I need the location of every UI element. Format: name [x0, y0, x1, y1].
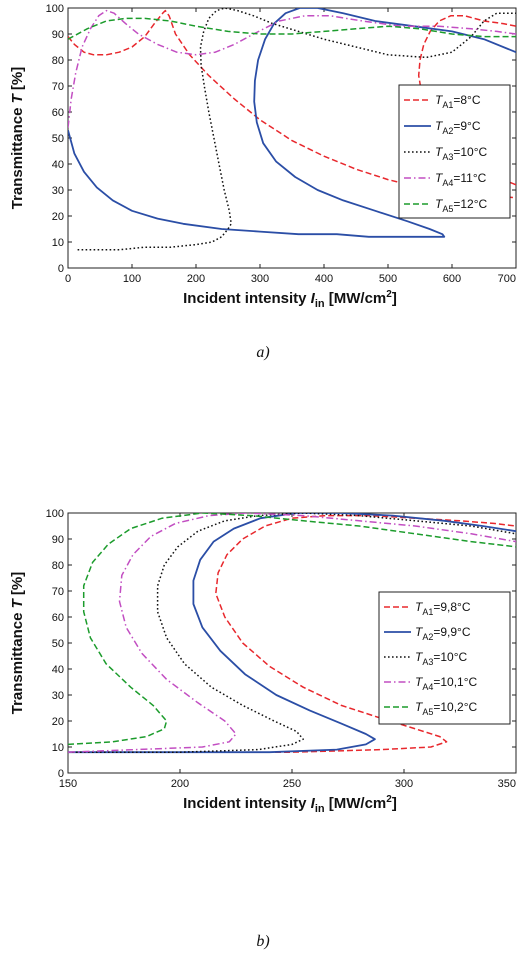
y-tick-label: 90 — [52, 534, 64, 546]
x-tick-label: 250 — [283, 778, 301, 790]
series-group-b — [68, 513, 516, 754]
legend-b: TA1=9,8°C TA2=9,9°C TA3=10°C TA4=10,1°C TA5=… — [378, 591, 511, 725]
legend-label: TA1=9,8°C — [415, 600, 471, 617]
legend-label: TA2=9°C — [435, 119, 481, 136]
legend-label: TA3=10°C — [415, 650, 468, 667]
y-tick-label: 70 — [52, 81, 64, 93]
y-axis-label-b: Transmittance T [%] — [9, 572, 26, 715]
x-tick-label: 200 — [187, 273, 205, 285]
y-tick-label: 0 — [58, 768, 64, 780]
x-ticks-b: 150 200 250 300 350 — [59, 513, 517, 790]
x-tick-label: 100 — [123, 273, 141, 285]
y-tick-label: 0 — [58, 263, 64, 275]
y-tick-label: 20 — [52, 211, 64, 223]
x-tick-label: 300 — [251, 273, 269, 285]
series-line-a3 — [68, 513, 516, 753]
series-line-a5 — [68, 17, 516, 40]
chart-a: 0 10 20 30 40 50 60 70 80 90 100 0 100 200 300 400 500 6… — [9, 3, 517, 361]
y-tick-label: 60 — [52, 612, 64, 624]
series-line-a1 — [68, 514, 516, 753]
y-tick-label: 90 — [52, 29, 64, 41]
y-axis-label-a: Transmittance T [%] — [9, 67, 26, 210]
y-tick-label: 100 — [46, 508, 64, 520]
legend-label: TA4=10,1°C — [415, 675, 478, 692]
y-tick-label: 80 — [52, 560, 64, 572]
series-line-a3 — [77, 8, 516, 251]
y-ticks-a: 0 10 20 30 40 50 60 70 80 90 100 — [46, 3, 516, 275]
series-line-a2 — [68, 8, 516, 238]
caption-a: a) — [256, 344, 269, 361]
y-tick-label: 10 — [52, 237, 64, 249]
legend-box — [378, 591, 511, 725]
legend-label: TA5=12°C — [435, 197, 488, 214]
x-tick-label: 400 — [315, 273, 333, 285]
x-tick-label: 350 — [498, 778, 516, 790]
legend-label: TA4=11°C — [435, 171, 487, 188]
x-axis-label-a: Incident intensity Iin [MW/cm2] — [183, 289, 397, 310]
x-tick-label: 300 — [395, 778, 413, 790]
x-tick-label: 600 — [443, 273, 461, 285]
y-tick-label: 50 — [52, 133, 64, 145]
y-tick-label: 60 — [52, 107, 64, 119]
x-tick-label: 700 — [498, 273, 516, 285]
y-tick-label: 70 — [52, 586, 64, 598]
x-tick-label: 200 — [171, 778, 189, 790]
chart-b: 0 10 20 30 40 50 60 70 80 90 100 150 200 250 300 350 T… — [9, 508, 517, 950]
x-axis-label-b: Incident intensity Iin [MW/cm2] — [183, 794, 397, 815]
y-tick-label: 20 — [52, 716, 64, 728]
x-ticks-a: 0 100 200 300 400 500 600 700 — [65, 8, 517, 285]
legend-label: TA3=10°C — [435, 145, 488, 162]
series-line-a4 — [68, 513, 516, 753]
y-tick-label: 40 — [52, 159, 64, 171]
y-tick-label: 30 — [52, 690, 64, 702]
y-tick-label: 30 — [52, 185, 64, 197]
y-tick-label: 80 — [52, 55, 64, 67]
y-tick-label: 100 — [46, 3, 64, 15]
legend-label: TA5=10,2°C — [415, 700, 478, 717]
x-tick-label: 500 — [379, 273, 397, 285]
x-tick-label: 150 — [59, 778, 77, 790]
legend-label: TA2=9,9°C — [415, 625, 471, 642]
legend-a: TA1=8°C TA2=9°C TA3=10°C TA4=11°C TA5=12°C — [398, 84, 511, 219]
y-tick-label: 40 — [52, 664, 64, 676]
series-line-a5 — [68, 513, 516, 746]
x-tick-label: 0 — [65, 273, 71, 285]
legend-label: TA1=8°C — [435, 93, 481, 110]
y-tick-label: 50 — [52, 638, 64, 650]
series-line-a4 — [68, 9, 516, 128]
y-tick-label: 10 — [52, 742, 64, 754]
series-group-a — [68, 8, 516, 251]
caption-b: b) — [256, 933, 269, 950]
series-line-a1 — [68, 9, 516, 199]
y-ticks-b: 0 10 20 30 40 50 60 70 80 90 100 — [46, 508, 516, 780]
series-line-a2 — [68, 513, 516, 754]
